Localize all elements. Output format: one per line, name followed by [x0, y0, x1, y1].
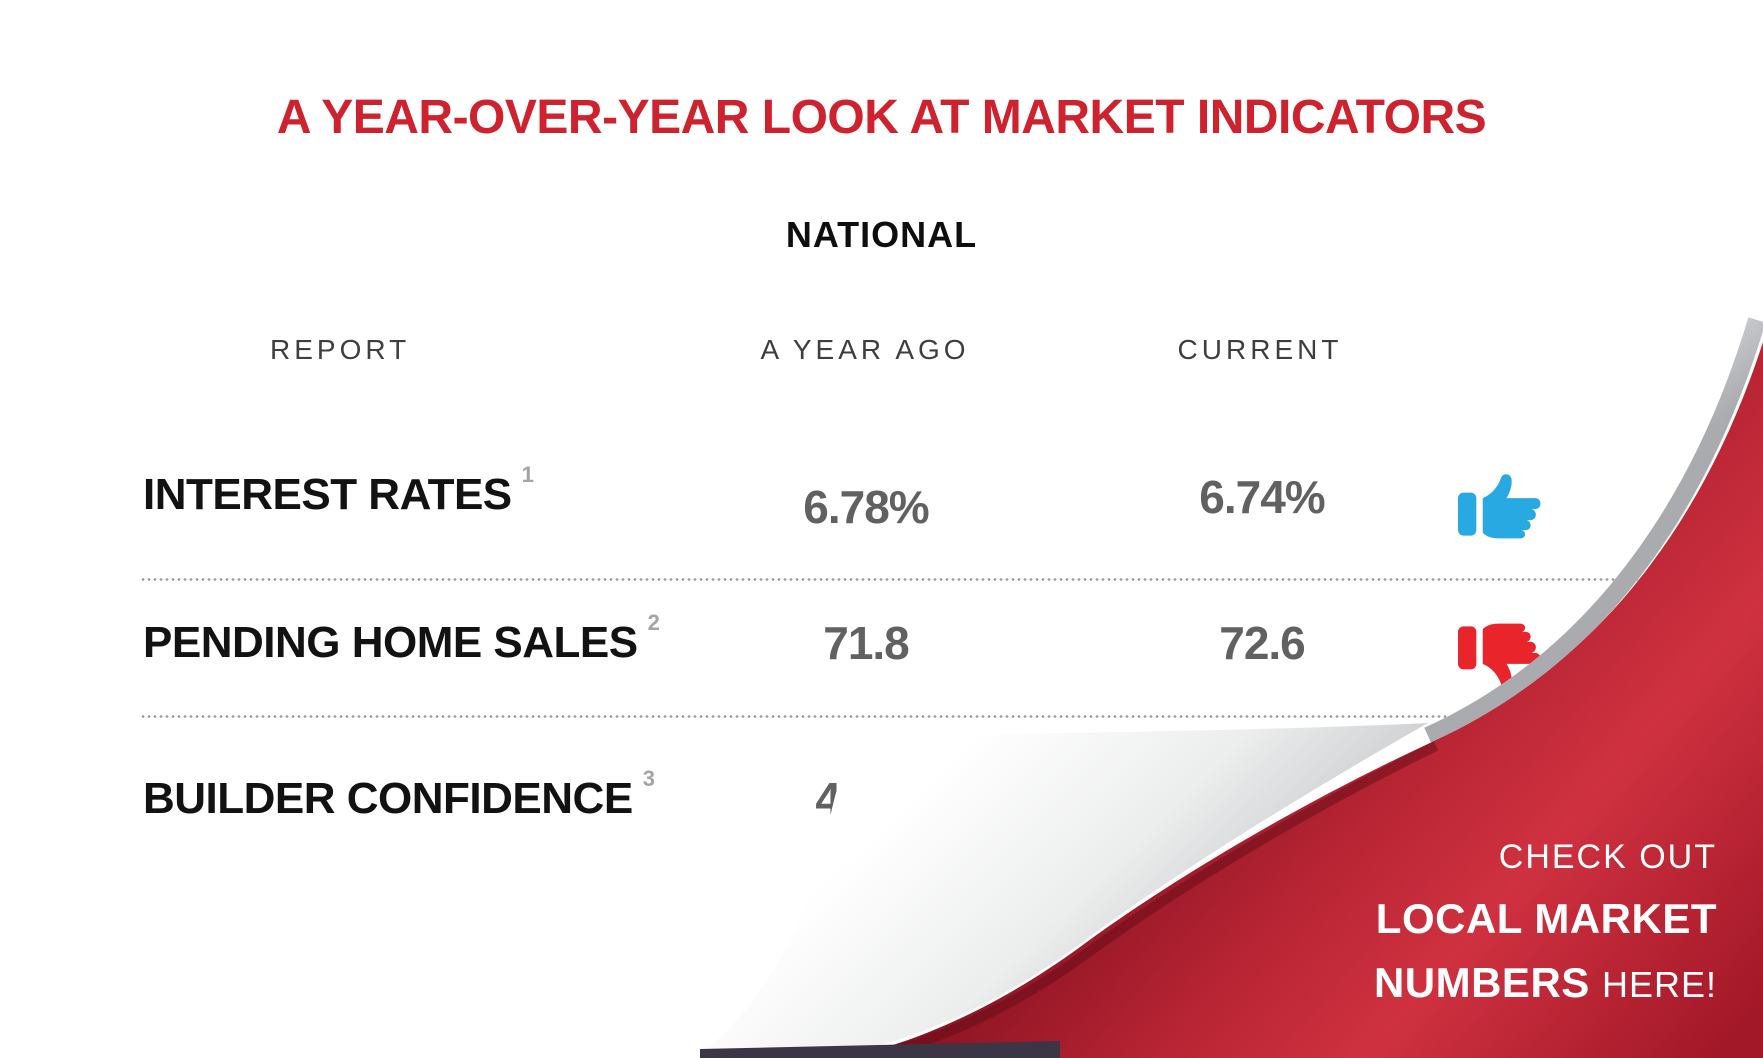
- cta-line-3-light: HERE!: [1601, 964, 1717, 1005]
- value-pending-home-sales-current: 72.6: [1219, 617, 1306, 669]
- column-header-report: REPORT: [270, 334, 411, 365]
- row-divider: [140, 578, 1660, 581]
- bottom-strip: [700, 1041, 1060, 1058]
- value-interest-rates-year-ago: 6.78%: [803, 481, 929, 533]
- footnote-marker: 2: [647, 610, 660, 635]
- footnote-marker: 1: [521, 462, 534, 487]
- thumbs-up-icon: [1458, 474, 1541, 539]
- curl-sheet: [706, 723, 1428, 1050]
- table-row-label-interest-rates: INTEREST RATES 1: [143, 462, 534, 520]
- table-row-label-pending-home-sales: PENDING HOME SALES 2: [143, 610, 660, 668]
- row-label-text: INTEREST RATES: [143, 470, 512, 519]
- table-row-label-builder-confidence: BUILDER CONFIDENCE 3: [143, 766, 655, 824]
- page-title: A YEAR-OVER-YEAR LOOK AT MARKET INDICATO…: [276, 91, 1487, 144]
- local-market-cta[interactable]: CHECK OUT LOCAL MARKET NUMBERS HERE!: [1374, 838, 1717, 1007]
- value-interest-rates-current: 6.74%: [1199, 471, 1325, 523]
- value-builder-confidence-year-ago: 41: [815, 773, 865, 825]
- row-divider: [140, 715, 1490, 718]
- row-label-text: BUILDER CONFIDENCE: [143, 774, 633, 823]
- row-label-text: PENDING HOME SALES: [143, 618, 638, 667]
- cta-line-3: NUMBERS HERE!: [1374, 959, 1717, 1007]
- value-pending-home-sales-year-ago: 71.8: [823, 617, 910, 669]
- footnote-marker: 3: [642, 766, 655, 791]
- cta-line-3-bold: NUMBERS: [1373, 959, 1590, 1006]
- cta-line-2: LOCAL MARKET: [1375, 895, 1717, 942]
- column-header-a-year-ago: A YEAR AGO: [760, 334, 970, 365]
- column-header-current: CURRENT: [1177, 334, 1343, 365]
- thumbs-down-icon: [1458, 623, 1541, 688]
- section-heading-national: NATIONAL: [785, 214, 978, 255]
- cta-line-1: CHECK OUT: [1498, 838, 1717, 876]
- curl-shadow: [872, 741, 1439, 1058]
